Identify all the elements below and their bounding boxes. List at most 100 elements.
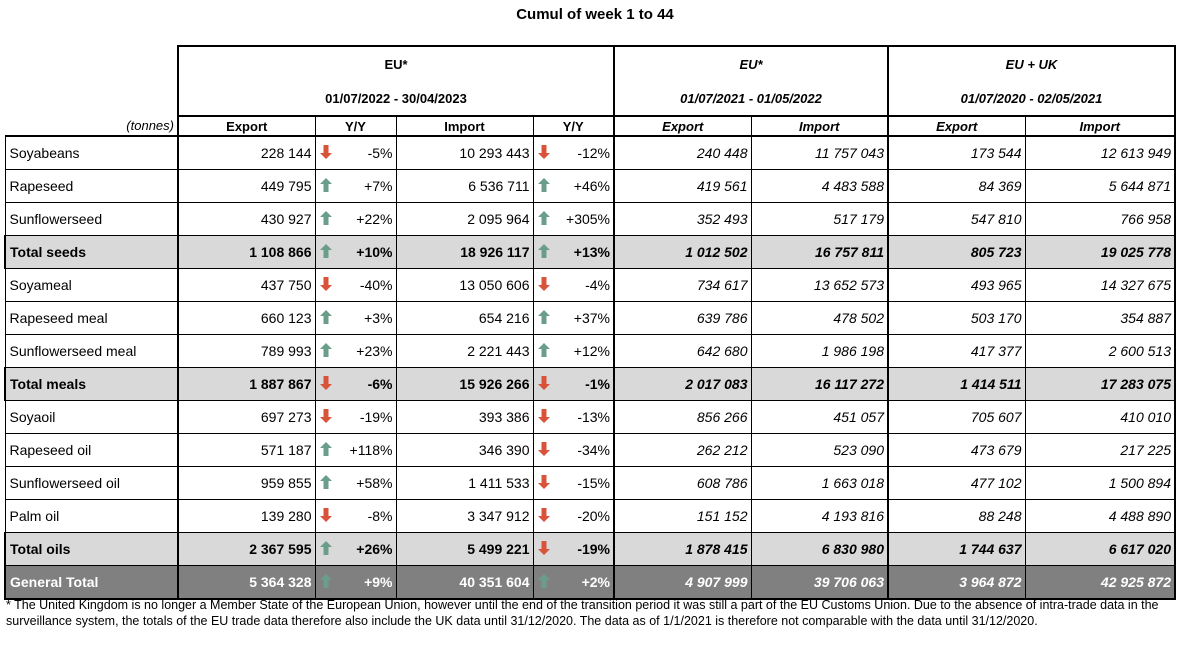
import-yy-value: +12%: [573, 343, 610, 359]
row-label: Soyameal: [4, 268, 179, 302]
prev-export-value: 2 017 083: [613, 367, 752, 401]
import-yy: +12%: [532, 334, 615, 368]
table-row: Soyameal 437 750 -40% 13 050 606 -4% 734 617 1…: [4, 268, 1176, 302]
arrow-down-icon: [319, 144, 333, 163]
arrow-up-icon: [319, 177, 333, 196]
euuk-import-value: 14 327 675: [1024, 268, 1176, 302]
arrow-down-icon: [537, 276, 551, 295]
col-import: Import: [395, 115, 534, 137]
col-import-euuk: Import: [1024, 115, 1176, 137]
export-value: 449 795: [177, 169, 316, 203]
export-yy-value: +9%: [364, 574, 393, 590]
import-yy-value: -15%: [577, 475, 610, 491]
arrow-up-icon: [319, 474, 333, 493]
import-yy: +37%: [532, 301, 615, 335]
row-label: Rapeseed oil: [4, 433, 179, 467]
row-label: Rapeseed: [4, 169, 179, 203]
export-yy-value: +58%: [356, 475, 393, 491]
export-value: 430 927: [177, 202, 316, 236]
table-row: Soyabeans 228 144 -5% 10 293 443 -12% 240 448…: [4, 135, 1176, 170]
euuk-export-value: 1 744 637: [887, 532, 1026, 566]
row-label: Total meals: [4, 367, 179, 401]
row-label: Sunflowerseed meal: [4, 334, 179, 368]
export-yy-value: +10%: [356, 244, 393, 260]
export-yy-value: +118%: [349, 442, 393, 458]
import-yy-value: -19%: [577, 541, 610, 557]
units-label: (tonnes): [126, 118, 174, 133]
export-yy-value: -6%: [367, 376, 393, 392]
euuk-export-value: 705 607: [887, 400, 1026, 434]
prev-export-value: 1 878 415: [613, 532, 752, 566]
prev-import-value: 6 830 980: [750, 532, 889, 566]
prev-import-value: 4 193 816: [750, 499, 889, 533]
row-label: Sunflowerseed oil: [4, 466, 179, 500]
group-eu-previous-period: 01/07/2021 - 01/05/2022: [614, 81, 889, 116]
group-eu-current-period: 01/07/2022 - 30/04/2023: [177, 81, 615, 116]
euuk-export-value: 88 248: [887, 499, 1026, 533]
arrow-up-icon: [319, 210, 333, 229]
arrow-down-icon: [537, 474, 551, 493]
prev-export-value: 352 493: [613, 202, 752, 236]
export-yy: +10%: [314, 235, 397, 269]
prev-export-value: 639 786: [613, 301, 752, 335]
euuk-import-value: 2 600 513: [1024, 334, 1176, 368]
import-yy: -12%: [532, 135, 615, 170]
arrow-up-icon: [319, 441, 333, 460]
table-row: Rapeseed meal 660 123 +3% 654 216 +37% 639 78…: [4, 301, 1176, 335]
arrow-up-icon: [537, 309, 551, 328]
import-yy-value: -13%: [577, 409, 610, 425]
import-yy-value: -34%: [577, 442, 610, 458]
prev-import-value: 39 706 063: [750, 565, 889, 600]
euuk-import-value: 410 010: [1024, 400, 1176, 434]
col-yy: Y/Y: [314, 115, 397, 137]
arrow-up-icon: [319, 243, 333, 262]
prev-export-value: 262 212: [613, 433, 752, 467]
export-yy-value: +3%: [364, 310, 393, 326]
euuk-import-value: 17 283 075: [1024, 367, 1176, 401]
col-export-euuk: Export: [887, 115, 1026, 137]
arrow-up-icon: [537, 243, 551, 262]
export-value: 437 750: [177, 268, 316, 302]
import-yy-value: -1%: [585, 376, 610, 392]
group-eu-current-name: EU*: [177, 45, 615, 81]
export-yy-value: -19%: [359, 409, 393, 425]
export-yy: +26%: [314, 532, 397, 566]
group-eu-previous-name: EU*: [614, 45, 889, 81]
prev-import-value: 16 117 272: [750, 367, 889, 401]
export-yy-value: -8%: [367, 508, 393, 524]
import-yy: -34%: [532, 433, 615, 467]
prev-export-value: 734 617: [613, 268, 752, 302]
prev-export-value: 419 561: [613, 169, 752, 203]
import-yy: -20%: [532, 499, 615, 533]
grand-total-row: General Total 5 364 328 +9% 40 351 604 +2% 4 …: [4, 565, 1176, 600]
prev-import-value: 523 090: [750, 433, 889, 467]
prev-import-value: 517 179: [750, 202, 889, 236]
col-export-prev: Export: [613, 115, 752, 137]
import-value: 654 216: [395, 301, 534, 335]
prev-export-value: 151 152: [613, 499, 752, 533]
euuk-export-value: 477 102: [887, 466, 1026, 500]
export-value: 139 280: [177, 499, 316, 533]
euuk-import-value: 6 617 020: [1024, 532, 1176, 566]
arrow-up-icon: [537, 573, 551, 592]
arrow-down-icon: [537, 375, 551, 394]
import-yy-value: -4%: [585, 277, 610, 293]
export-value: 5 364 328: [177, 565, 316, 600]
table-row: Rapeseed 449 795 +7% 6 536 711 +46% 419 561 4 …: [4, 169, 1176, 203]
import-value: 10 293 443: [395, 135, 534, 170]
row-label: Rapeseed meal: [4, 301, 179, 335]
row-label: Soyabeans: [4, 135, 179, 170]
arrow-up-icon: [537, 342, 551, 361]
import-value: 1 411 533: [395, 466, 534, 500]
euuk-export-value: 493 965: [887, 268, 1026, 302]
export-value: 660 123: [177, 301, 316, 335]
import-value: 5 499 221: [395, 532, 534, 566]
import-yy: -19%: [532, 532, 615, 566]
header-blank: [5, 46, 178, 116]
euuk-export-value: 503 170: [887, 301, 1026, 335]
import-yy-value: -20%: [577, 508, 610, 524]
prev-import-value: 478 502: [750, 301, 889, 335]
euuk-export-value: 805 723: [887, 235, 1026, 269]
table-row: Sunflowerseed 430 927 +22% 2 095 964 +305% 35…: [4, 202, 1176, 236]
euuk-export-value: 84 369: [887, 169, 1026, 203]
